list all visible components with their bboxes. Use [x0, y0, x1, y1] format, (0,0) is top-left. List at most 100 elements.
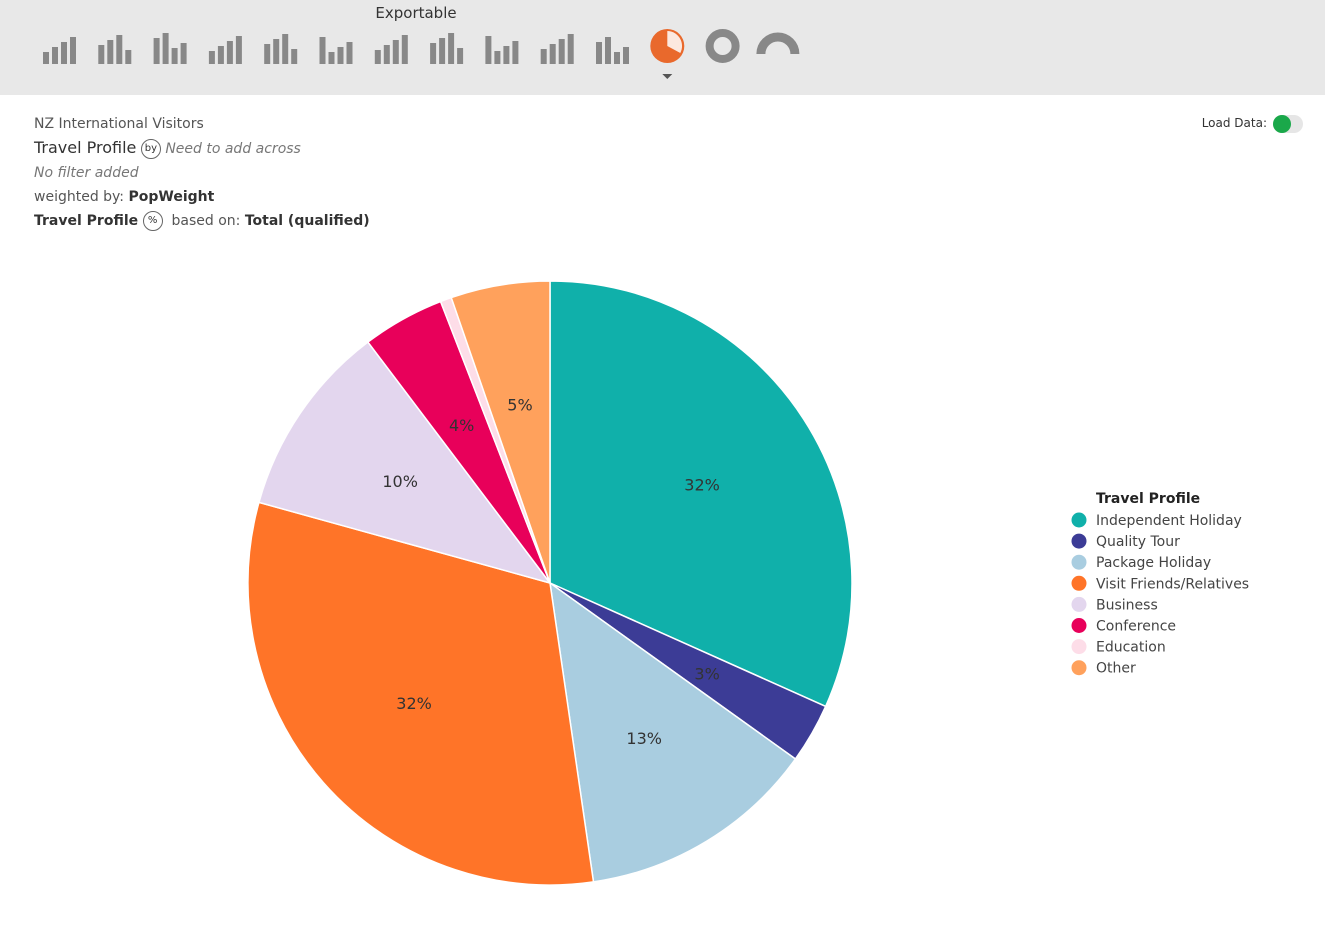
icon-part	[107, 40, 114, 64]
icon-part	[549, 44, 556, 64]
icon-part	[383, 45, 390, 64]
icon-part	[273, 39, 280, 64]
pie-slice[interactable]	[450, 280, 551, 584]
icon-part	[567, 34, 574, 64]
chart-type-icon[interactable]	[540, 34, 574, 64]
icon-part	[52, 47, 58, 64]
chart-type-icon[interactable]	[319, 37, 353, 64]
legend-title: Travel Profile	[1096, 491, 1200, 507]
base: Total (qualified)	[244, 213, 370, 229]
slice-label: 4%	[449, 416, 474, 435]
chart-type-icon[interactable]	[705, 29, 740, 63]
icon-part	[439, 38, 446, 64]
icon-part	[264, 44, 271, 64]
icon-part	[430, 43, 437, 64]
dataset: NZ International Visitors	[34, 116, 204, 132]
slice-label: 10%	[382, 472, 418, 491]
chart-type-icon[interactable]	[756, 32, 800, 55]
chart-type-icon[interactable]	[98, 35, 132, 64]
legend-label[interactable]: Business	[1096, 597, 1158, 613]
icon-part	[623, 47, 629, 64]
legend-swatch[interactable]	[1071, 618, 1087, 633]
slice-label: 13%	[626, 729, 662, 748]
legend-label[interactable]: Visit Friends/Relatives	[1096, 576, 1249, 592]
pie-slice[interactable]	[549, 280, 853, 708]
weighted-label: weighted by:	[34, 189, 125, 205]
icon-part	[605, 37, 611, 64]
toolbar-label: Exportable	[375, 4, 456, 22]
icon-part	[503, 46, 510, 64]
icon-part	[485, 36, 492, 64]
toolbar: Exportable	[0, 0, 1325, 95]
icon-part	[70, 37, 76, 64]
icon-part	[457, 48, 464, 64]
icon-part	[448, 33, 455, 64]
header: NZ International Visitors Travel Profile…	[34, 112, 370, 233]
icon-part	[401, 35, 408, 64]
load-data-label: Load Data:	[1201, 116, 1267, 130]
icon-part	[494, 51, 501, 64]
legend-label[interactable]: Independent Holiday	[1096, 513, 1242, 529]
icon-part	[558, 39, 565, 64]
legend-swatch[interactable]	[1071, 639, 1087, 655]
icon-part	[614, 52, 620, 64]
icon-part	[125, 50, 132, 64]
icon-part	[61, 42, 67, 64]
legend-swatch[interactable]	[1071, 512, 1087, 528]
pie-slice[interactable]	[549, 581, 797, 883]
based-label: based on:	[171, 213, 241, 229]
icon-part	[374, 50, 381, 64]
dropdown-arrow	[662, 74, 673, 79]
chart-type-icon[interactable]	[374, 35, 408, 64]
icon-part	[291, 49, 298, 64]
icon-part	[180, 43, 187, 64]
icon-part	[208, 51, 215, 64]
legend-label[interactable]: Other	[1096, 661, 1136, 677]
icon-part	[98, 45, 105, 64]
icon-part	[540, 49, 547, 64]
legend-swatch[interactable]	[1071, 533, 1087, 549]
base-variable: Travel Profile	[34, 213, 139, 229]
icon-part	[116, 35, 123, 64]
slice-label: 32%	[684, 475, 720, 494]
slice-label: 32%	[396, 694, 432, 713]
pie-slice[interactable]	[247, 501, 595, 886]
weight: PopWeight	[128, 189, 215, 205]
slice-label: 5%	[507, 395, 532, 414]
pie-slice[interactable]	[258, 341, 552, 585]
icon-part	[235, 36, 242, 64]
load-data-toggle[interactable]	[1273, 115, 1303, 133]
legend-swatch[interactable]	[1071, 660, 1087, 676]
by-icon[interactable]: by	[140, 139, 161, 159]
icon-part	[337, 47, 344, 64]
toggle-knob	[1273, 115, 1291, 133]
icon-part	[512, 41, 519, 64]
legend-label[interactable]: Package Holiday	[1096, 555, 1211, 571]
legend-label[interactable]: Conference	[1096, 619, 1176, 635]
icon-part	[328, 52, 335, 64]
chart-type-icon[interactable]	[264, 34, 298, 64]
legend-swatch[interactable]	[1071, 554, 1087, 570]
chart-type-icon[interactable]	[153, 33, 187, 64]
legend-swatch[interactable]	[1071, 596, 1087, 612]
icon-part	[217, 46, 224, 64]
icon-part	[43, 52, 49, 64]
icon-part	[346, 42, 353, 64]
legend-swatch[interactable]	[1071, 575, 1087, 591]
chart-type-icon[interactable]	[430, 33, 464, 64]
legend-label[interactable]: Education	[1096, 640, 1166, 656]
chart-type-icon[interactable]	[596, 37, 629, 64]
chart-type-icon[interactable]	[43, 37, 76, 64]
chart-type-icon[interactable]	[208, 36, 242, 64]
chart: 32% 3% 13% 32% 10% 4% 5% Travel Profile Independ…	[247, 280, 1249, 886]
chart-type-icon[interactable]	[485, 36, 519, 64]
icon-part	[282, 34, 289, 64]
across-hint: Need to add across	[165, 141, 301, 157]
legend-label[interactable]: Quality Tour	[1096, 534, 1180, 550]
icon-part	[226, 41, 233, 64]
icon-part	[162, 33, 169, 64]
pct-icon[interactable]: %	[142, 211, 163, 231]
slice-label: 3%	[694, 664, 719, 683]
icon-part	[153, 38, 160, 64]
